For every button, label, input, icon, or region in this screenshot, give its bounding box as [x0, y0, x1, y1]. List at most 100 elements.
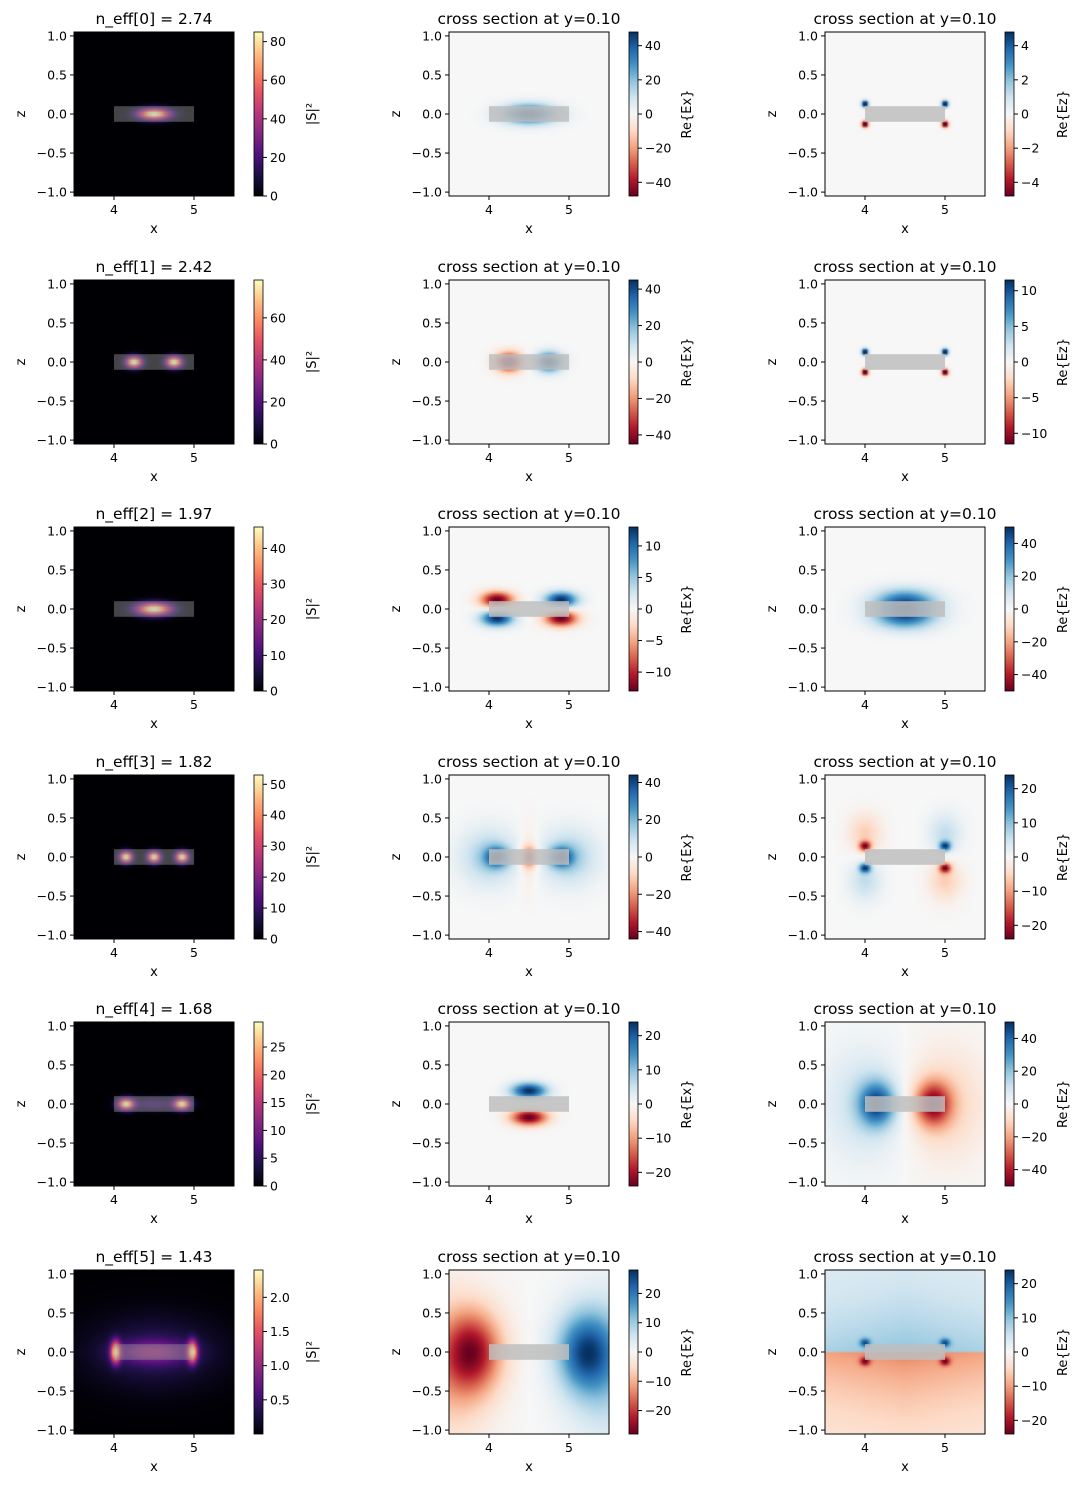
x-tick-label: 5	[941, 1440, 949, 1455]
y-axis-label: z	[14, 358, 29, 365]
x-axis-label: x	[901, 717, 909, 732]
colorbar-label: Re{Ex}	[680, 833, 695, 882]
waveguide-core	[114, 106, 194, 122]
panel-r0-c1: cross section at y=0.10 4 5 x 1.0 0.5 0.0 −0.5 −…	[389, 10, 695, 237]
x-axis-label: x	[150, 717, 158, 732]
y-tick-label: −0.5	[412, 146, 442, 161]
y-tick-label: 1.0	[798, 1018, 818, 1033]
y-tick-label: 0.0	[47, 355, 67, 370]
y-tick-label: −0.5	[412, 889, 442, 904]
y-tick-label: 0.0	[422, 107, 442, 122]
field-heatmap	[74, 527, 234, 691]
colorbar-tick-label: 60	[270, 73, 286, 88]
panel-r1-c1: cross section at y=0.10 4 5 x 1.0 0.5 0.0 −0.5 −…	[389, 258, 695, 485]
x-tick-label: 5	[941, 450, 949, 465]
colorbar-tick-label: 0	[270, 932, 278, 947]
x-tick-label: 5	[190, 202, 198, 217]
waveguide-core	[865, 601, 945, 617]
x-tick-label: 5	[565, 202, 573, 217]
x-tick-label: 5	[565, 697, 573, 712]
y-tick-label: −0.5	[412, 394, 442, 409]
y-tick-label: −0.5	[412, 641, 442, 656]
panel-r4-c1: cross section at y=0.10 4 5 x 1.0 0.5 0.0 −0.5 −…	[389, 1000, 695, 1227]
colorbar-tick-label: 0	[1021, 1097, 1029, 1112]
y-tick-label: 0.5	[798, 315, 818, 330]
y-tick-label: 1.0	[798, 523, 818, 538]
colorbar-tick-label: 25	[270, 1040, 286, 1055]
colorbar-tick-label: 20	[1021, 1276, 1037, 1291]
y-tick-label: 0.5	[422, 315, 442, 330]
x-tick-label: 4	[861, 202, 869, 217]
colorbar-frame	[253, 774, 264, 940]
y-axis-label: z	[765, 1348, 780, 1355]
y-tick-label: −0.5	[788, 146, 818, 161]
colorbar	[254, 1270, 263, 1434]
plot-title: n_eff[5] = 1.43	[95, 1248, 212, 1267]
y-tick-label: 1.0	[422, 523, 442, 538]
y-axis-label: z	[14, 853, 29, 860]
panel-r2-c2: cross section at y=0.10 4 5 x 1.0 0.5 0.0 −0.5 −…	[765, 505, 1071, 732]
waveguide-core	[865, 849, 945, 865]
x-tick-label: 4	[861, 450, 869, 465]
y-tick-label: −1.0	[37, 1175, 67, 1190]
x-tick-label: 5	[190, 697, 198, 712]
x-tick-label: 4	[110, 450, 118, 465]
colorbar	[1005, 1270, 1014, 1434]
x-tick-label: 4	[861, 1440, 869, 1455]
y-tick-label: 0.0	[798, 107, 818, 122]
y-tick-label: 1.0	[798, 276, 818, 291]
colorbar-label: |S|²	[305, 846, 320, 868]
y-tick-label: −0.5	[37, 1136, 67, 1151]
y-tick-label: 0.5	[47, 562, 67, 577]
y-tick-label: 0.0	[422, 850, 442, 865]
x-tick-label: 4	[110, 697, 118, 712]
y-axis-label: z	[389, 1100, 404, 1107]
colorbar-tick-label: 20	[1021, 1064, 1037, 1079]
colorbar-tick-label: 40	[645, 38, 661, 53]
x-axis-label: x	[525, 965, 533, 980]
colorbar	[254, 1022, 263, 1186]
colorbar-tick-label: 10	[270, 901, 286, 916]
x-axis-label: x	[525, 470, 533, 485]
y-tick-label: 1.0	[422, 1266, 442, 1281]
y-axis-label: z	[389, 853, 404, 860]
colorbar-tick-label: 50	[270, 777, 286, 792]
colorbar-tick-label: 10	[645, 1315, 661, 1330]
y-tick-label: −1.0	[37, 433, 67, 448]
y-tick-label: −1.0	[412, 1175, 442, 1190]
field-heatmap	[74, 1270, 234, 1434]
waveguide-core	[114, 354, 194, 370]
y-tick-label: 1.0	[798, 28, 818, 43]
plot-title: n_eff[0] = 2.74	[95, 10, 212, 29]
x-tick-label: 4	[485, 945, 493, 960]
colorbar-tick-label: 20	[270, 1067, 286, 1082]
panel-r1-c0: n_eff[1] = 2.42 4 5 x 1.0 0.5 0.0 −0.5 −1.0 z 0 20 4…	[14, 258, 320, 485]
colorbar-tick-label: 40	[645, 282, 661, 297]
colorbar-label: Re{Ex}	[680, 1328, 695, 1377]
colorbar-tick-label: 40	[270, 808, 286, 823]
waveguide-core	[865, 106, 945, 122]
colorbar-label: Re{Ez}	[1056, 585, 1071, 633]
colorbar-label: Re{Ex}	[680, 1080, 695, 1129]
x-axis-label: x	[525, 1460, 533, 1475]
colorbar-tick-label: 40	[645, 775, 661, 790]
colorbar-tick-label: 40	[1021, 536, 1037, 551]
colorbar	[1005, 775, 1014, 939]
colorbar-label: Re{Ez}	[1056, 833, 1071, 881]
colorbar-tick-label: 40	[270, 541, 286, 556]
plot-title: n_eff[4] = 1.68	[95, 1000, 212, 1019]
plot-title: n_eff[3] = 1.82	[95, 753, 212, 772]
panel-r3-c2: cross section at y=0.10 4 5 x 1.0 0.5 0.0 −0.5 −…	[765, 753, 1071, 980]
x-tick-label: 5	[565, 1440, 573, 1455]
x-tick-label: 4	[485, 202, 493, 217]
y-tick-label: 0.0	[47, 1097, 67, 1112]
y-tick-label: 0.0	[422, 1097, 442, 1112]
colorbar-tick-label: 0	[645, 1345, 653, 1360]
y-axis-label: z	[14, 110, 29, 117]
panel-r0-c0: n_eff[0] = 2.74 4 5 x 1.0 0.5 0.0 −0.5 −1.0 z 0 20 4…	[14, 10, 320, 237]
y-tick-label: 0.5	[422, 562, 442, 577]
colorbar-tick-label: 20	[645, 1028, 661, 1043]
y-tick-label: 0.0	[798, 1097, 818, 1112]
y-tick-label: −0.5	[788, 889, 818, 904]
waveguide-core	[489, 106, 569, 122]
